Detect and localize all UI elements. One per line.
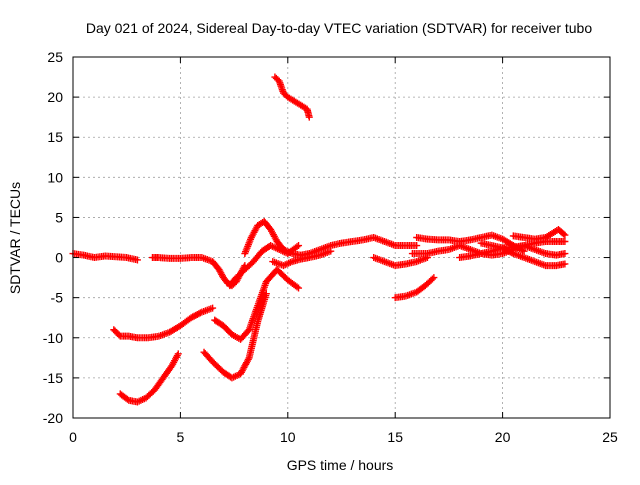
data-point bbox=[244, 355, 252, 363]
data-point bbox=[196, 309, 204, 317]
y-axis-label: SDTVAR / TECUs bbox=[7, 182, 23, 294]
series-track-17 bbox=[477, 238, 569, 252]
y-tick-label: 5 bbox=[55, 209, 63, 225]
series-track-4 bbox=[226, 242, 303, 290]
data-point bbox=[293, 283, 301, 291]
series-track-11 bbox=[370, 254, 431, 270]
x-tick-label: 0 bbox=[69, 429, 77, 445]
plot-frame bbox=[72, 56, 611, 419]
series-track-5 bbox=[269, 247, 335, 270]
data-point bbox=[295, 242, 303, 250]
data-point bbox=[560, 230, 568, 238]
data-point bbox=[561, 238, 569, 246]
y-tick-label: 10 bbox=[47, 169, 63, 185]
x-tick-label: 10 bbox=[280, 429, 296, 445]
data-point bbox=[209, 304, 217, 312]
data-point bbox=[193, 311, 201, 319]
series-track-9 bbox=[116, 350, 182, 406]
chart-title: Day 021 of 2024, Sidereal Day-to-day VTE… bbox=[86, 20, 593, 36]
data-point bbox=[174, 350, 182, 358]
data-point bbox=[192, 311, 200, 319]
x-tick-label: 5 bbox=[177, 429, 185, 445]
series-track-1 bbox=[69, 250, 141, 264]
data-point bbox=[189, 313, 197, 321]
data-point bbox=[561, 231, 569, 239]
data-point bbox=[428, 275, 436, 283]
data-point bbox=[190, 312, 198, 320]
x-tick-label: 25 bbox=[602, 429, 618, 445]
data-point bbox=[123, 395, 131, 403]
series-track-8 bbox=[200, 290, 270, 382]
data-point bbox=[561, 260, 569, 268]
y-tick-label: -20 bbox=[43, 410, 63, 426]
y-tick-label: -15 bbox=[43, 370, 63, 386]
data-layer bbox=[69, 73, 569, 406]
y-tick-label: -10 bbox=[43, 330, 63, 346]
data-point bbox=[413, 242, 421, 250]
data-point bbox=[187, 314, 195, 322]
y-tick-label: 15 bbox=[47, 129, 63, 145]
data-point bbox=[262, 290, 270, 298]
data-point bbox=[561, 250, 569, 258]
data-point bbox=[195, 310, 203, 318]
data-point bbox=[295, 284, 303, 292]
x-axis-label: GPS time / hours bbox=[287, 457, 394, 473]
y-tick-label: 25 bbox=[47, 49, 63, 65]
x-tick-label: 15 bbox=[387, 429, 403, 445]
series-track-10 bbox=[271, 73, 313, 121]
data-point bbox=[293, 243, 301, 251]
data-point bbox=[327, 247, 335, 255]
axis-layer: 0 5 10 15 20 25 -20 -15 -10 -5 0 5 10 15 20 25 bbox=[43, 49, 618, 445]
series-track-12 bbox=[391, 274, 438, 302]
series-track-6 bbox=[110, 304, 217, 342]
series-track-3 bbox=[241, 217, 421, 259]
data-point bbox=[430, 274, 438, 282]
y-tick-label: 20 bbox=[47, 89, 63, 105]
data-point bbox=[133, 256, 141, 264]
series-track-16 bbox=[509, 225, 569, 243]
y-tick-label: 0 bbox=[55, 250, 63, 266]
y-tick-label: -5 bbox=[51, 290, 64, 306]
data-point bbox=[305, 113, 313, 121]
x-tick-label: 20 bbox=[495, 429, 511, 445]
